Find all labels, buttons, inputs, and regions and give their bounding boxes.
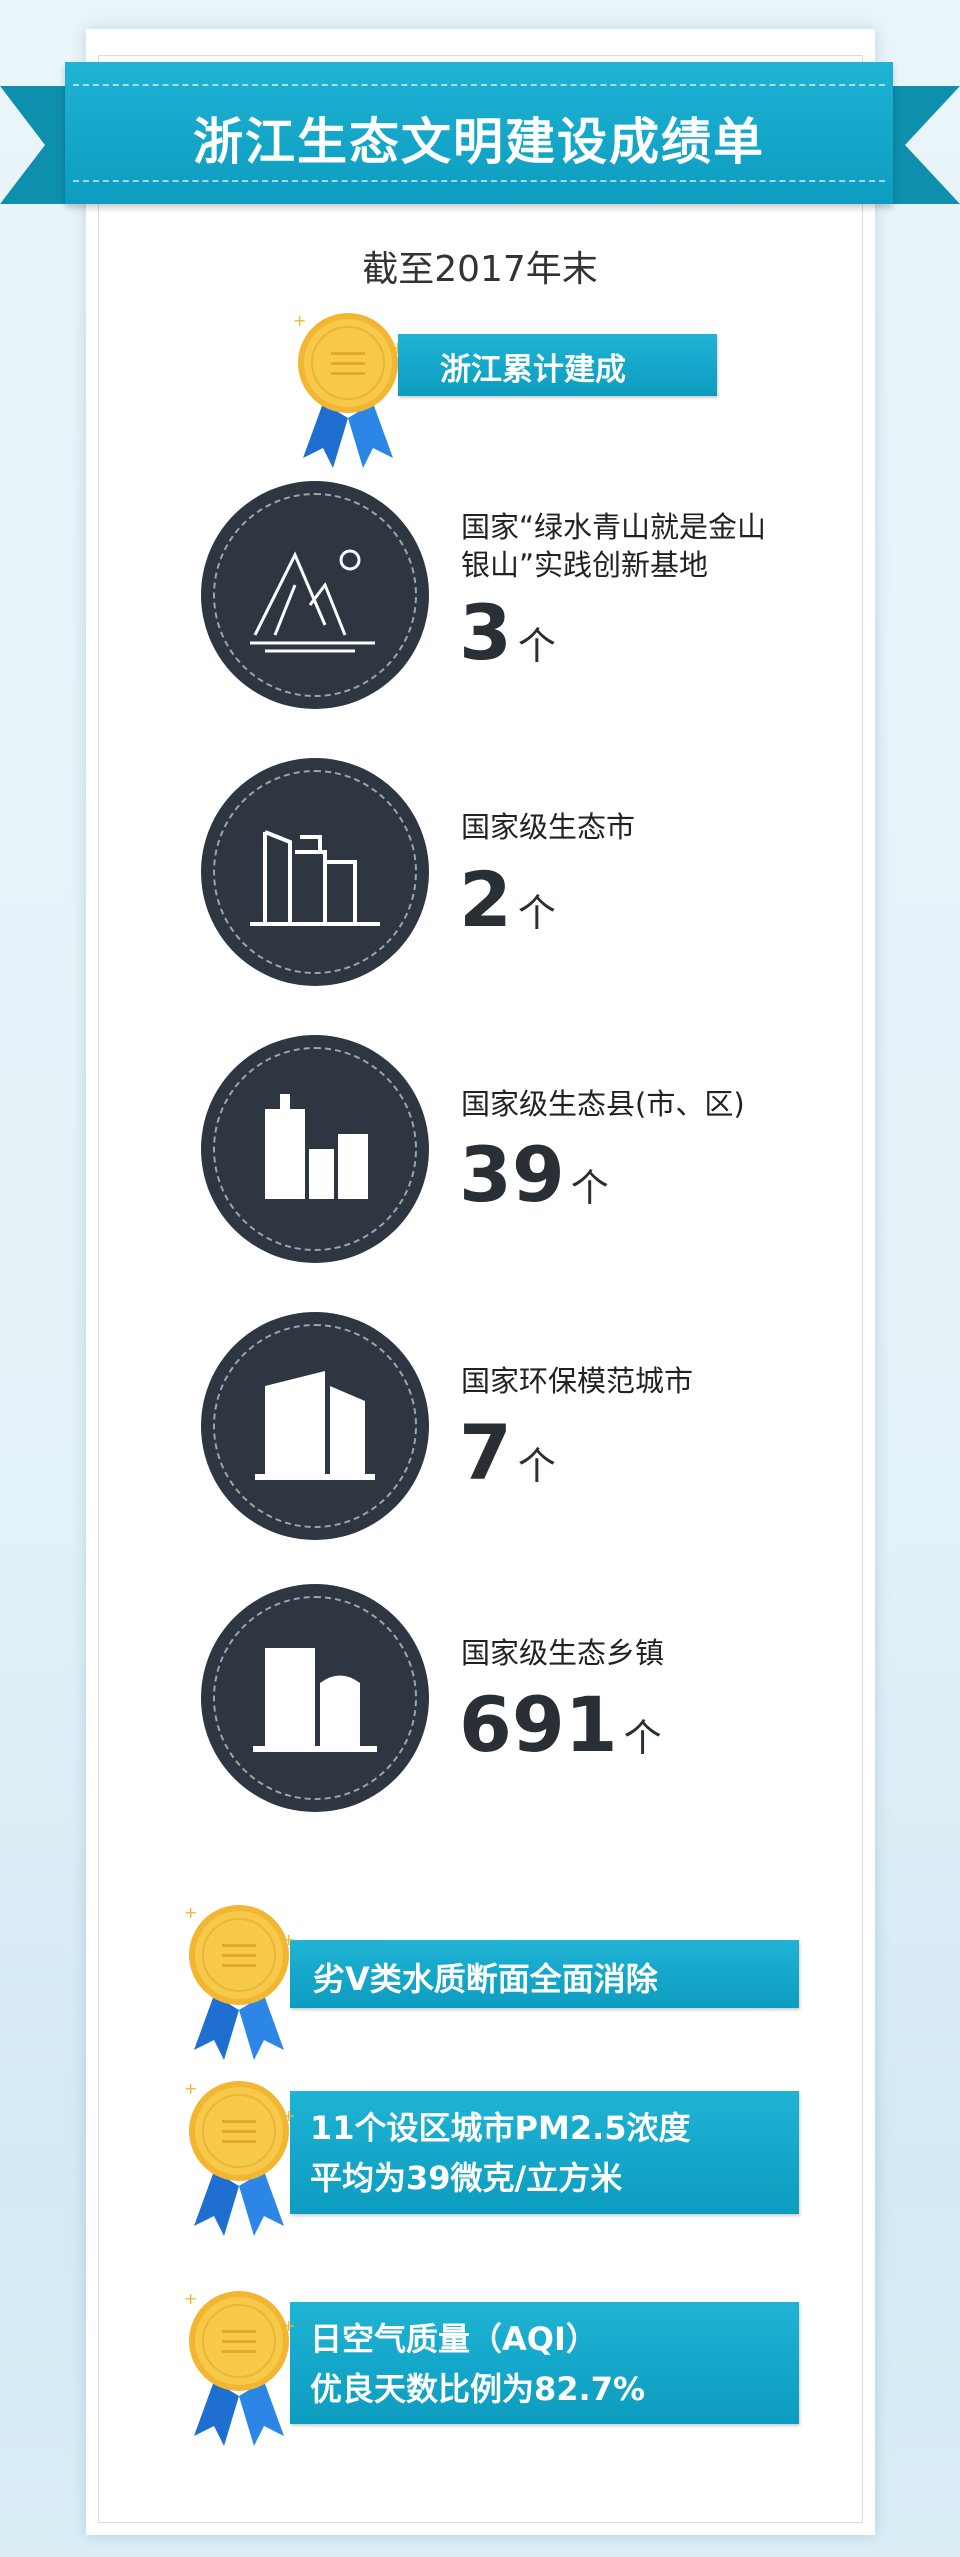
item-label: 国家级生态县(市、区) bbox=[461, 1087, 745, 1121]
medal-icon bbox=[184, 1902, 294, 2060]
city-buildings-icon bbox=[201, 758, 429, 986]
medal-icon bbox=[184, 2288, 294, 2446]
town-buildings-icon bbox=[201, 1584, 429, 1812]
medal-icon bbox=[293, 310, 403, 468]
item-label: 国家级生态市 bbox=[461, 810, 636, 844]
item-label: 银山”实践创新基地 bbox=[461, 548, 709, 582]
item-value: 39 个 bbox=[459, 1130, 609, 1219]
mountain-icon bbox=[201, 481, 429, 709]
medal-icon bbox=[184, 2078, 294, 2236]
achievement-pm25: 11个设区城市PM2.5浓度 平均为39微克/立方米 bbox=[290, 2091, 799, 2214]
item-label: 国家“绿水青山就是金山 bbox=[461, 510, 767, 544]
achievement-aqi: 日空气质量（AQI） 优良天数比例为82.7% bbox=[290, 2302, 799, 2424]
item-label: 国家级生态乡镇 bbox=[461, 1636, 665, 1670]
item-value: 691 个 bbox=[459, 1680, 662, 1769]
page-title: 浙江生态文明建设成绩单 bbox=[193, 113, 765, 171]
section-label: 浙江累计建成 bbox=[398, 334, 717, 396]
subtitle: 截至2017年末 bbox=[362, 249, 598, 290]
county-buildings-icon bbox=[201, 1035, 429, 1263]
achievement-water: 劣V类水质断面全面消除 bbox=[290, 1940, 799, 2008]
title-banner: 浙江生态文明建设成绩单 bbox=[65, 62, 893, 204]
office-tower-icon bbox=[201, 1312, 429, 1540]
item-label: 国家环保模范城市 bbox=[461, 1364, 694, 1398]
